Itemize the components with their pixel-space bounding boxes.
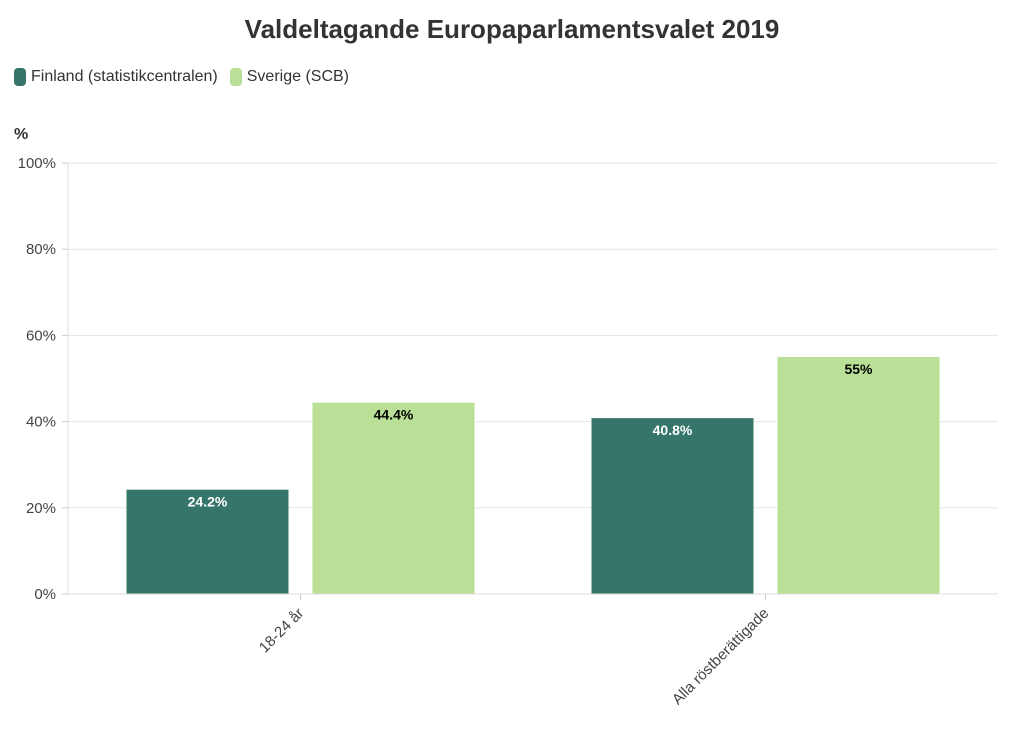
- y-tick-label: 20%: [26, 500, 56, 517]
- legend-item-sverige[interactable]: Sverige (SCB): [229, 68, 349, 86]
- legend-swatch-finland: [14, 68, 26, 86]
- bar: [591, 418, 754, 594]
- bar: [777, 356, 940, 594]
- legend-swatch-sverige: [229, 68, 242, 86]
- bar-value-label: 55%: [844, 361, 873, 377]
- legend-label-finland: Finland (statistikcentralen): [31, 68, 218, 85]
- y-tick-label: 60%: [26, 327, 56, 344]
- bar-value-label: 44.4%: [374, 407, 414, 423]
- legend-item-finland[interactable]: Finland (statistikcentralen): [14, 68, 218, 86]
- y-tick-label: 40%: [26, 414, 56, 431]
- x-tick-label: 18-24 år: [256, 605, 308, 657]
- bar-value-label: 40.8%: [653, 422, 693, 438]
- y-tick-label: 0%: [34, 586, 56, 603]
- legend-label-sverige: Sverige (SCB): [246, 68, 349, 85]
- x-tick-label: Alla röstberättigade: [669, 605, 772, 708]
- bar-value-label: 24.2%: [188, 494, 228, 510]
- y-axis-unit-label: %: [14, 126, 29, 143]
- chart-title: Valdeltagande Europaparlamentsvalet 2019: [244, 14, 780, 44]
- y-tick-label: 100%: [18, 155, 56, 172]
- bar: [312, 402, 475, 594]
- bar: [126, 489, 289, 594]
- y-tick-label: 80%: [26, 241, 56, 258]
- legend: Finland (statistikcentralen) Sverige (SC…: [14, 68, 361, 86]
